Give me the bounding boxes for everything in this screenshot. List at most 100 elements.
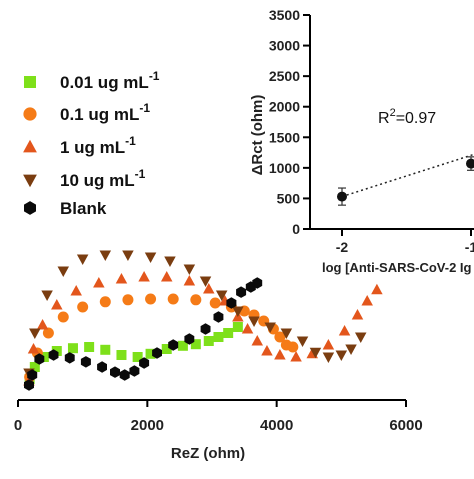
inset-y-tick-label: 1500 <box>269 129 300 145</box>
data-point-series-5 <box>213 311 224 323</box>
data-point-series-2 <box>287 341 299 353</box>
data-point-series-1 <box>161 344 172 354</box>
data-point-series-4 <box>345 344 357 355</box>
inset-data-point <box>337 191 347 202</box>
data-point-series-1 <box>232 322 243 332</box>
data-point-series-5 <box>129 365 140 377</box>
data-point-series-5 <box>200 323 211 335</box>
data-point-series-2 <box>209 297 221 309</box>
data-point-series-1 <box>132 352 143 362</box>
data-point-series-3 <box>241 323 254 334</box>
x-tick-label: 6000 <box>389 417 422 434</box>
data-point-series-4 <box>183 264 196 275</box>
legend-marker-4 <box>23 174 37 188</box>
data-point-series-5 <box>236 286 247 298</box>
legend-label: Blank <box>60 199 107 218</box>
data-point-series-5 <box>184 333 195 345</box>
data-point-series-4 <box>232 306 244 317</box>
data-point-series-4 <box>309 347 322 359</box>
legend: 0.01 ug mL-1 0.1 ug mL-1 1 ug mL-1 10 ug mL… <box>23 69 160 218</box>
data-point-series-2 <box>122 294 134 306</box>
legend-marker-5 <box>24 201 36 215</box>
data-point-series-5 <box>34 353 45 365</box>
data-point-series-2 <box>99 296 111 308</box>
data-point-series-4 <box>322 352 335 363</box>
data-point-series-5 <box>152 347 162 359</box>
data-point-series-3 <box>322 339 335 350</box>
data-point-series-1 <box>145 348 156 359</box>
data-point-series-2 <box>145 293 157 305</box>
data-point-series-5 <box>252 277 263 289</box>
data-point-series-1 <box>84 342 95 352</box>
inset-x-label: log [Anti-SARS-CoV-2 Ig <box>322 260 472 275</box>
data-point-series-3 <box>351 309 364 320</box>
data-point-series-4 <box>57 266 70 277</box>
inset-y-tick-label: 3500 <box>269 7 300 23</box>
x-tick-label: 2000 <box>131 417 164 434</box>
data-point-series-3 <box>160 271 173 282</box>
legend-label: 10 ug mL-1 <box>60 167 146 190</box>
data-point-series-5 <box>48 349 59 361</box>
data-point-series-3 <box>251 335 264 346</box>
data-point-series-5 <box>139 357 150 369</box>
data-point-series-4 <box>335 350 348 361</box>
legend-marker-1 <box>24 76 36 88</box>
data-point-series-1 <box>29 362 40 372</box>
data-point-series-4 <box>41 290 53 301</box>
inset-y-tick-label: 1000 <box>269 160 300 176</box>
data-point-series-5 <box>24 379 34 391</box>
inset-y-tick-label: 500 <box>277 190 301 206</box>
data-point-series-4 <box>164 256 176 267</box>
legend-label: 0.1 ug mL-1 <box>60 101 150 124</box>
data-point-series-4 <box>296 336 309 347</box>
data-point-series-3 <box>93 277 105 288</box>
data-point-series-3 <box>138 271 150 282</box>
inset-r2-annotation: R2=0.97 <box>378 107 436 127</box>
data-point-series-3 <box>36 319 49 330</box>
data-point-series-5 <box>168 339 179 351</box>
data-point-series-2 <box>167 293 179 305</box>
data-point-series-1 <box>177 340 188 351</box>
data-point-series-4 <box>144 252 157 263</box>
data-point-series-5 <box>97 361 107 373</box>
legend-marker-3 <box>23 139 37 153</box>
data-point-series-2 <box>77 301 89 313</box>
data-point-series-4 <box>199 276 212 287</box>
data-point-series-4 <box>264 322 276 333</box>
data-point-series-3 <box>261 345 273 356</box>
data-point-series-3 <box>203 283 215 294</box>
data-point-series-1 <box>203 336 214 346</box>
inset-x-tick-label: -1 <box>465 239 474 255</box>
data-point-series-3 <box>115 273 128 284</box>
data-point-series-5 <box>110 366 120 378</box>
data-point-series-3 <box>51 299 63 310</box>
data-point-series-4 <box>99 250 112 261</box>
legend-marker-2 <box>23 107 37 121</box>
data-point-series-1 <box>67 343 78 354</box>
data-point-series-4 <box>122 250 134 261</box>
data-point-series-4 <box>248 316 260 327</box>
data-point-series-5 <box>119 369 130 381</box>
inset-data-point <box>466 158 474 169</box>
data-point-series-1 <box>223 328 234 338</box>
main-x-label: ReZ (ohm) <box>171 445 245 462</box>
data-point-series-3 <box>27 343 40 354</box>
data-point-series-4 <box>29 328 41 339</box>
data-point-series-5 <box>80 356 91 368</box>
data-point-series-3 <box>274 349 286 360</box>
data-point-series-4 <box>76 254 89 265</box>
data-point-series-5 <box>226 297 237 309</box>
data-point-series-1 <box>116 350 127 360</box>
data-point-series-2 <box>274 331 286 343</box>
data-point-series-4 <box>280 328 293 339</box>
legend-label: 1 ug mL-1 <box>60 134 136 157</box>
inset-x-tick-label: -2 <box>336 239 349 255</box>
inset-fit-line <box>341 153 474 198</box>
inset-y-tick-label: 3000 <box>269 38 300 54</box>
inset-y-tick-label: 2000 <box>269 99 300 115</box>
data-point-series-4 <box>215 290 228 301</box>
data-point-series-2 <box>190 294 202 306</box>
data-point-series-1 <box>100 344 111 355</box>
